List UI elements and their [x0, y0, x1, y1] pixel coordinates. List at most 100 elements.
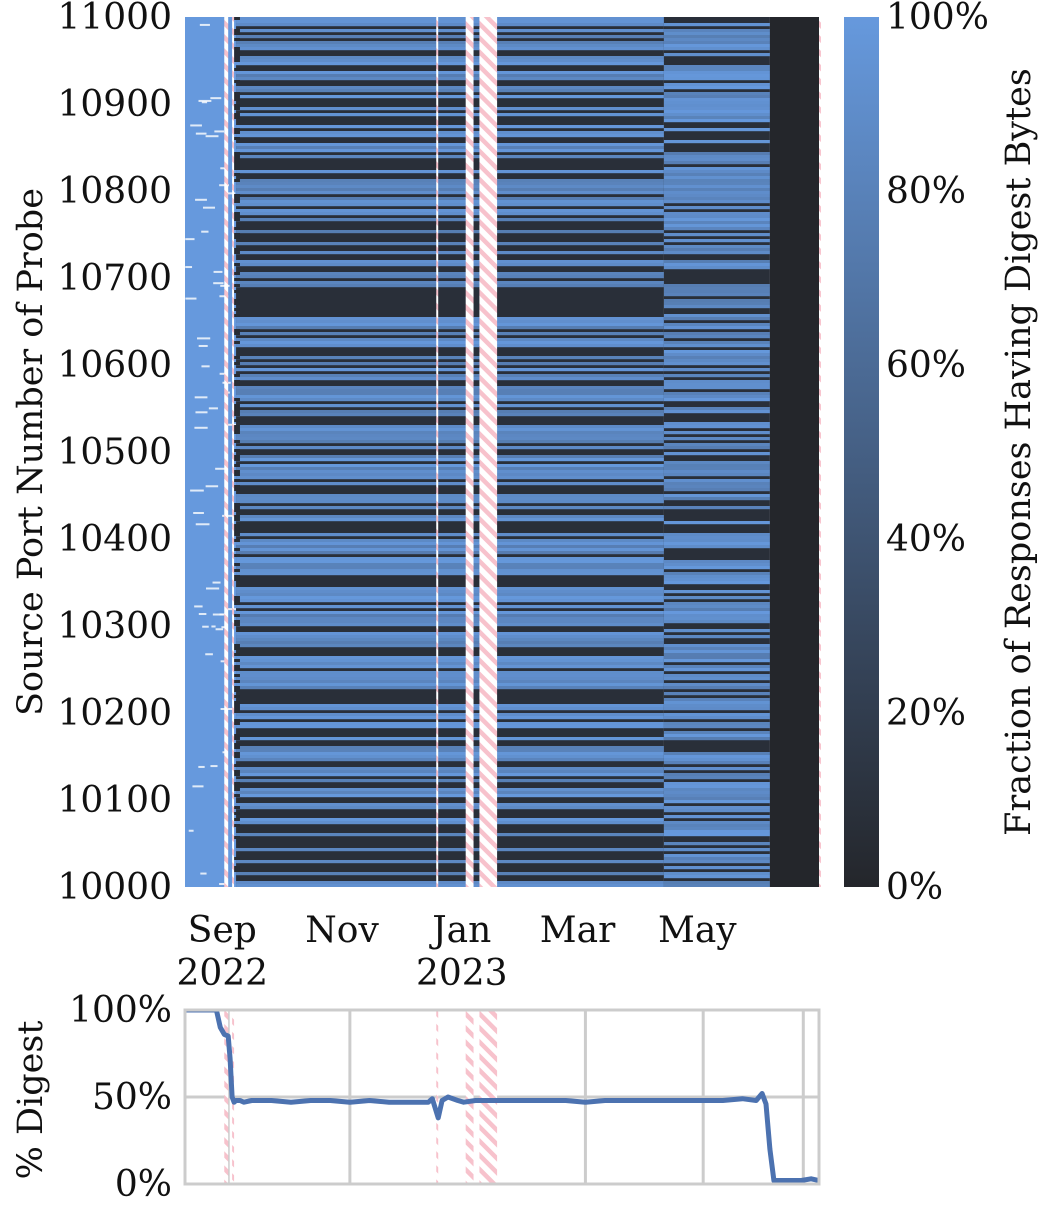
heatmap-port-row	[236, 170, 664, 174]
heatmap-port-row	[236, 656, 664, 660]
heatmap-port-row	[236, 476, 664, 480]
heatmap-port-row	[236, 362, 664, 366]
heatmap-port-row	[663, 752, 770, 756]
heatmap-port-row	[236, 542, 664, 546]
heatmap-y-tick-10800: 10800	[57, 171, 172, 212]
heatmap-port-row	[663, 539, 770, 543]
heatmap-port-row	[234, 50, 240, 53]
heatmap-port-row	[236, 386, 664, 390]
heatmap-port-row	[234, 47, 240, 50]
colorbar-tick-5: 100%	[886, 0, 989, 38]
heatmap-port-row	[663, 437, 770, 441]
heatmap-port-row	[663, 353, 770, 357]
heatmap-port-row	[236, 788, 664, 792]
heatmap-port-row	[234, 413, 240, 416]
heatmap-port-row	[236, 497, 664, 501]
heatmap-port-row	[663, 704, 770, 708]
heatmap-port-row	[236, 323, 664, 327]
heatmap-port-row	[663, 314, 770, 318]
heatmap-port-row	[663, 725, 770, 729]
heatmap-port-row	[663, 38, 770, 42]
heatmap-speck	[198, 99, 212, 102]
heatmap-port-row	[234, 155, 240, 158]
heatmap-port-row	[663, 293, 770, 297]
colorbar-tick-1: 20%	[886, 693, 966, 734]
heatmap-port-row	[663, 266, 770, 270]
heatmap-port-row	[234, 704, 240, 707]
heatmap-port-row	[663, 872, 770, 876]
heatmap-port-row	[663, 833, 770, 837]
heatmap-port-row	[663, 482, 770, 486]
heatmap-port-row	[663, 47, 770, 51]
heatmap-port-row	[663, 200, 770, 204]
heatmap-port-row	[663, 473, 770, 477]
heatmap-phase-3	[769, 17, 819, 887]
heatmap-port-row	[234, 179, 240, 182]
heatmap-port-row	[236, 617, 664, 621]
heatmap-port-row	[234, 197, 240, 200]
heatmap-speck	[198, 613, 207, 616]
heatmap-port-row	[663, 677, 770, 681]
heatmap-port-row	[234, 428, 240, 431]
heatmap-port-row	[236, 686, 664, 690]
colorbar-gradient	[844, 17, 879, 887]
heatmap-port-row	[663, 65, 770, 69]
heatmap-port-row	[236, 95, 664, 99]
heatmap-speck	[210, 765, 218, 768]
heatmap-port-row	[663, 827, 770, 831]
heatmap-port-row	[236, 794, 664, 798]
heatmap-port-row	[663, 785, 770, 789]
heatmap-port-row	[236, 341, 664, 345]
heatmap-port-row	[663, 53, 770, 57]
heatmap-port-row	[234, 233, 240, 236]
heatmap-port-row	[663, 161, 770, 165]
heatmap-port-row	[236, 410, 664, 414]
heatmap-port-row	[234, 752, 240, 755]
colorbar: 0% 20% 40% 60% 80% 100% Fraction of Responses…	[844, 0, 1039, 908]
heatmap-port-row	[236, 263, 664, 267]
heatmap-speck	[192, 785, 204, 788]
heatmap-port-row	[663, 212, 770, 216]
heatmap-speck	[188, 829, 194, 832]
heatmap-port-row	[234, 449, 240, 452]
heatmap-port-row	[663, 86, 770, 90]
line-y-axis-label: % Digest	[11, 1021, 51, 1180]
heatmap-port-row	[663, 464, 770, 468]
heatmap-port-row	[236, 404, 664, 408]
line-y-ticks: 0% 50% 100%	[69, 990, 172, 1205]
heatmap-port-row	[236, 539, 664, 543]
heatmap-port-row	[663, 635, 770, 639]
heatmap-port-row	[663, 179, 770, 183]
heatmap-port-row	[236, 506, 664, 510]
heatmap-port-row	[236, 641, 664, 645]
heatmap-port-row	[234, 488, 240, 491]
heatmap-phase-0	[185, 17, 237, 887]
heatmap-port-row	[236, 473, 664, 477]
heatmap-port-row	[663, 197, 770, 201]
heatmap-port-row	[234, 29, 240, 32]
heatmap-port-row	[663, 32, 770, 36]
heatmap-port-row	[236, 779, 664, 783]
heatmap-port-row	[234, 107, 240, 110]
heatmap-gap-5	[819, 17, 821, 887]
heatmap-port-row	[234, 278, 240, 281]
heatmap-port-row	[663, 809, 770, 813]
heatmap-port-row	[234, 284, 240, 287]
heatmap-port-row	[236, 134, 664, 138]
heatmap-speck	[199, 23, 210, 26]
heatmap-speck	[206, 587, 220, 590]
heatmap-port-row	[663, 590, 770, 594]
heatmap-port-row	[663, 71, 770, 75]
heatmap-port-row	[234, 236, 240, 239]
heatmap-port-row	[236, 596, 664, 600]
heatmap-port-row	[663, 341, 770, 345]
heatmap-port-row	[234, 473, 240, 476]
heatmap-port-row	[663, 245, 770, 249]
heatmap-port-row	[236, 62, 664, 66]
heatmap-gap-0	[224, 17, 229, 887]
heatmap-speck	[211, 625, 216, 628]
heatmap-y-tick-10100: 10100	[57, 780, 172, 821]
heatmap-port-row	[236, 374, 664, 378]
heatmap-speck	[213, 282, 224, 285]
